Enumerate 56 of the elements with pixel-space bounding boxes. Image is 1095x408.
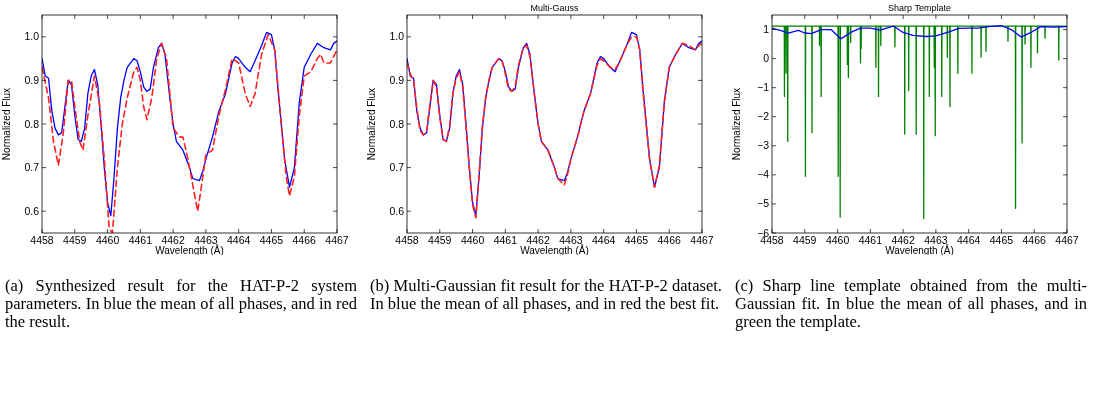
x-tick-label: 4464 xyxy=(226,234,251,246)
y-tick-label: 0.6 xyxy=(389,204,405,217)
x-tick-label: 4459 xyxy=(428,234,452,246)
x-tick-label: 4465 xyxy=(624,234,649,246)
y-tick-label: 0.9 xyxy=(389,73,405,86)
x-tick-label: 4460 xyxy=(825,234,850,246)
x-tick-label: 4460 xyxy=(95,234,120,246)
x-tick-label: 4462 xyxy=(161,234,185,246)
y-axis-title: Normalized Flux xyxy=(1,87,12,161)
x-tick-label: 4464 xyxy=(591,234,616,246)
x-tick-label: 4466 xyxy=(657,234,682,246)
y-tick-label: 1.0 xyxy=(24,30,40,43)
y-tick-label: 0.8 xyxy=(24,117,40,130)
x-tick-label: 4462 xyxy=(891,234,915,246)
x-tick-label: 4458 xyxy=(395,234,419,246)
x-tick-label: 4461 xyxy=(493,234,518,246)
x-tick-label: 4463 xyxy=(194,234,218,246)
x-tick-label: 4465 xyxy=(259,234,284,246)
y-tick-label: −1 xyxy=(757,81,770,94)
x-tick-label: 4462 xyxy=(526,234,550,246)
x-tick-label: 4467 xyxy=(1055,234,1079,246)
y-tick-label: 1.0 xyxy=(389,30,405,43)
x-tick-label: 4463 xyxy=(924,234,948,246)
y-axis-title: Normalized Flux xyxy=(731,87,742,161)
text: (c) Sharp line template obtained from the multi-Gaussian fit. In blue the mean of all phases, and in green the template. xyxy=(735,276,1087,331)
x-tick-label: 4466 xyxy=(1022,234,1047,246)
y-tick-label: −2 xyxy=(757,110,770,123)
x-tick-label: 4466 xyxy=(292,234,317,246)
x-tick-label: 4464 xyxy=(956,234,981,246)
text: (a) Synthesized result for the HAT-P-2 system parameters. In blue the mean of all phases, and in red the result. xyxy=(5,276,357,331)
x-tick-label: 4460 xyxy=(460,234,485,246)
y-tick-label: 0.9 xyxy=(24,73,40,86)
y-tick-label: −4 xyxy=(757,168,770,181)
text: (b) Multi-Gaussian fit result for the HAT-P-2 dataset. In blue the mean of all phases, and in red the best fit. xyxy=(370,276,722,313)
chart-title: Multi-Gauss xyxy=(530,3,579,13)
x-tick-label: 4467 xyxy=(325,234,349,246)
y-tick-label: 0.7 xyxy=(24,161,40,174)
x-tick-label: 4459 xyxy=(793,234,817,246)
x-tick-label: 4461 xyxy=(128,234,153,246)
x-tick-label: 4467 xyxy=(690,234,714,246)
x-tick-label: 4465 xyxy=(989,234,1014,246)
line-series xyxy=(772,25,1067,220)
y-tick-label: −5 xyxy=(757,197,770,210)
y-tick-label: 0.7 xyxy=(389,161,405,174)
y-tick-label: 0.8 xyxy=(389,117,405,130)
chart-title: Sharp Template xyxy=(888,3,951,13)
x-tick-label: 4461 xyxy=(858,234,883,246)
x-tick-label: 4459 xyxy=(63,234,87,246)
y-axis-title: Normalized Flux xyxy=(366,87,377,161)
y-tick-label: 0.6 xyxy=(24,204,40,217)
y-tick-label: 0 xyxy=(763,52,770,65)
y-tick-label: −3 xyxy=(757,139,770,152)
x-tick-label: 4463 xyxy=(559,234,583,246)
y-tick-label: 1 xyxy=(763,23,770,36)
x-tick-label: 4458 xyxy=(30,234,54,246)
line-series xyxy=(772,25,1067,40)
